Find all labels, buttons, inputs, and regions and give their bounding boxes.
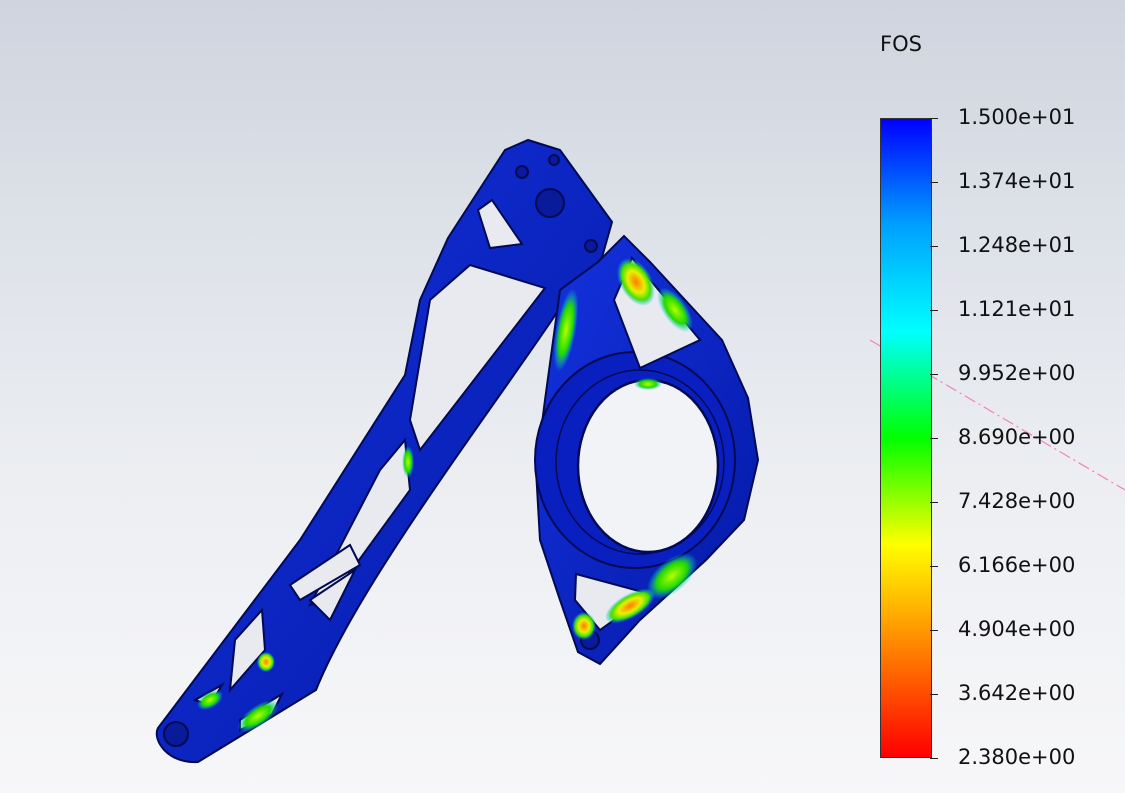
stress-hotspot [605, 588, 655, 624]
stress-hotspot [402, 446, 414, 478]
legend-title: FOS [880, 32, 922, 56]
legend-label: 1.248e+01 [958, 233, 1076, 257]
legend-label: 7.428e+00 [958, 489, 1076, 513]
lower-triangle-cutout [573, 572, 653, 632]
end-hole [163, 721, 189, 747]
stress-hotspot [257, 652, 275, 672]
legend-tick [930, 566, 938, 567]
legend-label: 4.904e+00 [958, 617, 1076, 641]
legend-tick [930, 246, 938, 247]
stress-hotspot [553, 288, 579, 372]
mount-hole-small-3 [584, 239, 598, 253]
legend-label: 8.690e+00 [958, 425, 1076, 449]
top-triangle-cutout [476, 198, 524, 250]
ring-mid [555, 369, 725, 555]
legend-tick [930, 694, 938, 695]
legend-tick [930, 118, 938, 119]
stress-hotspot [197, 690, 223, 710]
legend-tick [930, 310, 938, 311]
stress-hotspot [634, 378, 662, 390]
legend-tick [930, 438, 938, 439]
legend-label: 1.500e+01 [958, 105, 1076, 129]
legend-label: 9.952e+00 [958, 361, 1076, 385]
stress-hotspot [657, 287, 693, 333]
stress-hotspot [646, 553, 698, 599]
legend-tick [930, 374, 938, 375]
legend-tick [930, 758, 938, 759]
legend-tick [930, 502, 938, 503]
stress-hotspot [237, 699, 279, 733]
mount-hole-small-1 [515, 165, 529, 179]
legend-label: 3.642e+00 [958, 681, 1076, 705]
stress-hotspot [572, 612, 596, 640]
legend-tick [930, 182, 938, 183]
arm-cutout-1 [408, 263, 547, 453]
mount-hole-large [535, 188, 565, 218]
legend-label: 1.374e+01 [958, 169, 1076, 193]
stress-hotspot [617, 258, 655, 306]
arm-cutout-5 [228, 607, 267, 694]
legend-color-bar [880, 118, 932, 758]
legend-label: 1.121e+01 [958, 297, 1076, 321]
arm-cutout-3 [288, 543, 362, 602]
legend-tick [930, 630, 938, 631]
arm-cutout-4 [308, 567, 358, 622]
legend-label: 6.166e+00 [958, 553, 1076, 577]
mount-hole-small-2 [548, 154, 560, 166]
ring-hole [576, 378, 720, 554]
legend-label: 2.380e+00 [958, 745, 1076, 769]
